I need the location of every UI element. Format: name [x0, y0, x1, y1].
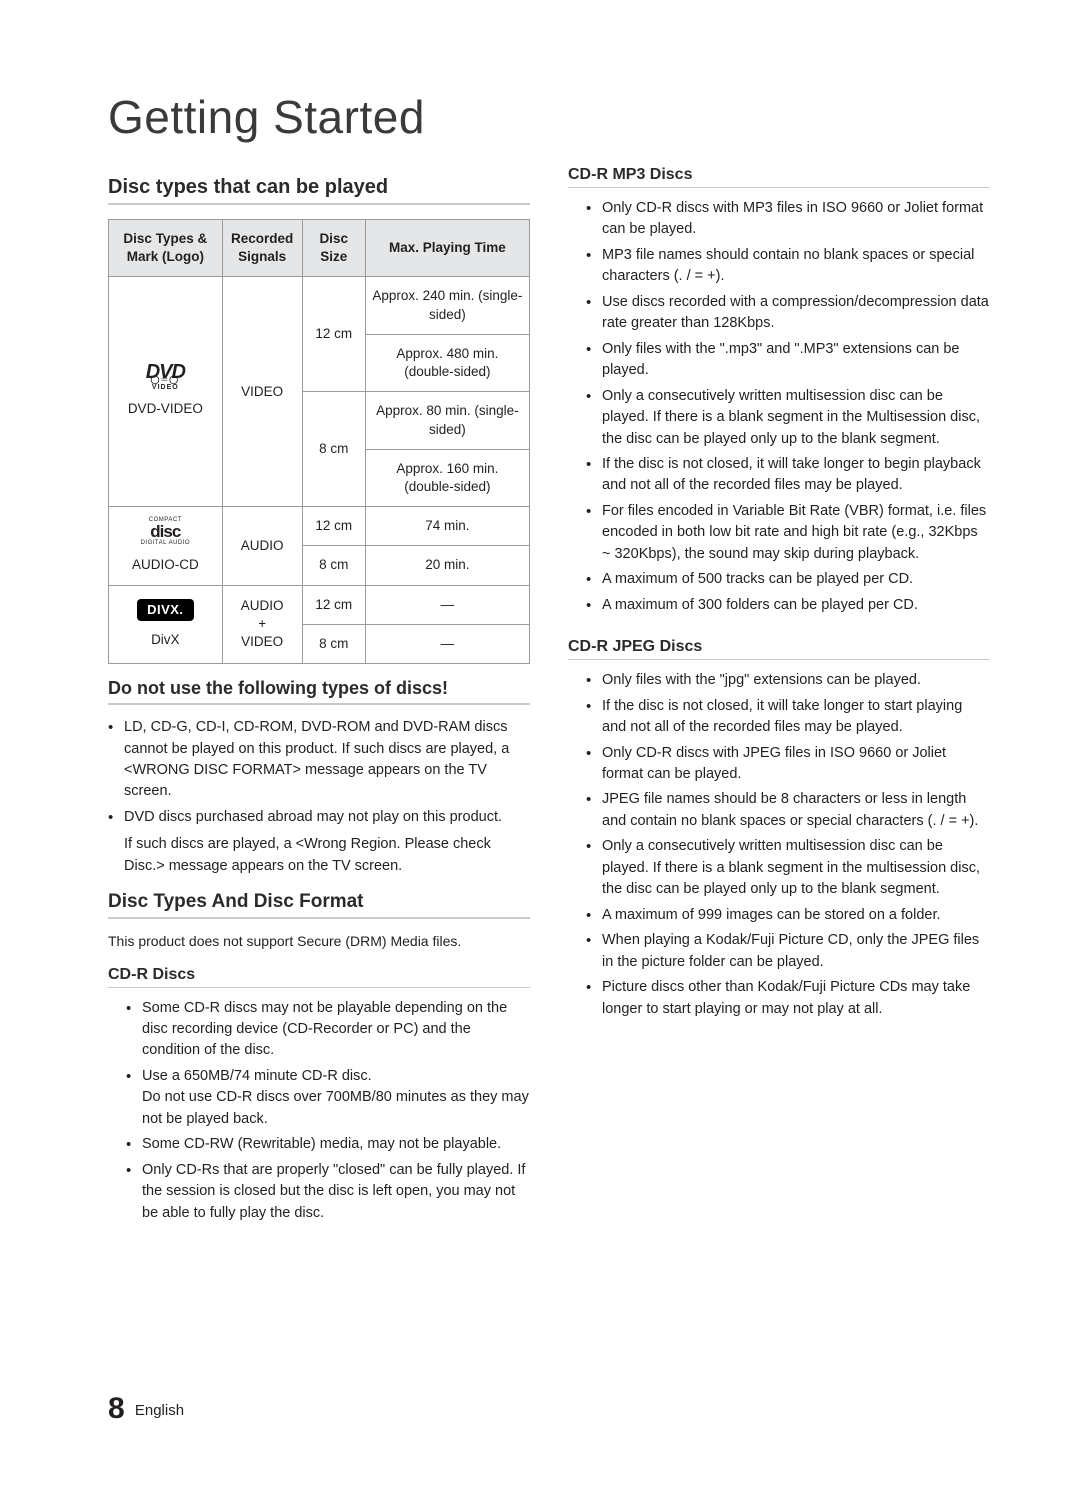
- cell-divx-time2: —: [365, 624, 529, 663]
- page-number: 8: [108, 1392, 125, 1425]
- list-item: Use discs recorded with a compression/de…: [586, 292, 990, 335]
- list-item: If the disc is not closed, it will take …: [586, 696, 990, 739]
- heading-disc-types: Disc types that can be played: [108, 176, 530, 205]
- divx-logo-icon: DIVX.: [137, 599, 193, 621]
- disc-types-table: Disc Types & Mark (Logo) Recorded Signal…: [108, 219, 530, 664]
- list-item: When playing a Kodak/Fuji Picture CD, on…: [586, 930, 990, 973]
- right-column: CD-R MP3 Discs Only CD-R discs with MP3 …: [568, 162, 990, 1232]
- list-item: Only a consecutively written multisessio…: [586, 836, 990, 900]
- list-item: A maximum of 500 tracks can be played pe…: [586, 569, 990, 590]
- list-item: JPEG file names should be 8 characters o…: [586, 789, 990, 832]
- list-item: Only CD-R discs with JPEG files in ISO 9…: [586, 743, 990, 786]
- list-item: LD, CD-G, CD-I, CD-ROM, DVD-ROM and DVD-…: [108, 717, 530, 803]
- cell-divx-size1: 12 cm: [302, 585, 365, 624]
- divx-label: DivX: [151, 631, 180, 649]
- list-item: Only CD-R discs with MP3 files in ISO 96…: [586, 198, 990, 241]
- cell-dvd-time4: Approx. 160 min. (double-sided): [365, 449, 529, 506]
- list-item: MP3 file names should contain no blank s…: [586, 245, 990, 288]
- list-item: Some CD-R discs may not be playable depe…: [126, 998, 530, 1062]
- cell-divx-time1: —: [365, 585, 529, 624]
- heading-donot: Do not use the following types of discs!: [108, 678, 530, 705]
- list-item: Some CD-RW (Rewritable) media, may not b…: [126, 1134, 530, 1155]
- th-logo: Disc Types & Mark (Logo): [109, 220, 223, 277]
- page-title: Getting Started: [108, 90, 990, 144]
- cell-dvd-logo: DVD◯═◯VIDEO DVD-VIDEO: [109, 277, 223, 507]
- list-item: For files encoded in Variable Bit Rate (…: [586, 501, 990, 565]
- cell-cd-signal: AUDIO: [222, 507, 302, 585]
- th-size: Disc Size: [302, 220, 365, 277]
- cell-dvd-size2: 8 cm: [302, 392, 365, 507]
- drm-note: This product does not support Secure (DR…: [108, 931, 530, 951]
- cell-cd-time1: 74 min.: [365, 507, 529, 546]
- heading-jpeg: CD-R JPEG Discs: [568, 638, 990, 660]
- cell-cd-size2: 8 cm: [302, 546, 365, 585]
- content-columns: Disc types that can be played Disc Types…: [108, 162, 990, 1232]
- list-item: Picture discs other than Kodak/Fuji Pict…: [586, 977, 990, 1020]
- cell-cd-time2: 20 min.: [365, 546, 529, 585]
- list-item: A maximum of 999 images can be stored on…: [586, 905, 990, 926]
- dvd-label: DVD-VIDEO: [128, 400, 203, 418]
- page-footer: 8 English: [108, 1392, 184, 1426]
- list-item: Use a 650MB/74 minute CD-R disc. Do not …: [126, 1066, 530, 1130]
- cd-label: AUDIO-CD: [132, 556, 199, 574]
- cell-divx-size2: 8 cm: [302, 624, 365, 663]
- footer-lang: English: [135, 1402, 184, 1419]
- cell-divx-logo: DIVX. DivX: [109, 585, 223, 663]
- list-item: Only CD-Rs that are properly "closed" ca…: [126, 1160, 530, 1224]
- cell-cd-size1: 12 cm: [302, 507, 365, 546]
- left-column: Disc types that can be played Disc Types…: [108, 162, 530, 1232]
- list-item: Only files with the ".mp3" and ".MP3" ex…: [586, 339, 990, 382]
- donot-list: LD, CD-G, CD-I, CD-ROM, DVD-ROM and DVD-…: [108, 717, 530, 828]
- th-signals: Recorded Signals: [222, 220, 302, 277]
- cell-dvd-signal: VIDEO: [222, 277, 302, 507]
- list-item: Only a consecutively written multisessio…: [586, 386, 990, 450]
- jpeg-list: Only files with the "jpg" extensions can…: [568, 670, 990, 1020]
- cell-cd-logo: COMPACTdiscDIGITAL AUDIO AUDIO-CD: [109, 507, 223, 585]
- donot-subline: If such discs are played, a <Wrong Regio…: [108, 834, 530, 877]
- heading-cdr: CD-R Discs: [108, 966, 530, 988]
- heading-mp3: CD-R MP3 Discs: [568, 166, 990, 188]
- compact-disc-logo-icon: COMPACTdiscDIGITAL AUDIO: [141, 517, 191, 546]
- th-time: Max. Playing Time: [365, 220, 529, 277]
- list-item: Only files with the "jpg" extensions can…: [586, 670, 990, 691]
- cell-dvd-time1: Approx. 240 min. (single-sided): [365, 277, 529, 334]
- cell-dvd-size1: 12 cm: [302, 277, 365, 392]
- list-item: DVD discs purchased abroad may not play …: [108, 807, 530, 828]
- cell-dvd-time3: Approx. 80 min. (single-sided): [365, 392, 529, 449]
- dvd-logo-icon: DVD◯═◯VIDEO: [146, 366, 185, 390]
- list-item: If the disc is not closed, it will take …: [586, 454, 990, 497]
- mp3-list: Only CD-R discs with MP3 files in ISO 96…: [568, 198, 990, 616]
- cell-divx-signal: AUDIO + VIDEO: [222, 585, 302, 663]
- cell-dvd-time2: Approx. 480 min. (double-sided): [365, 334, 529, 391]
- cdr-list: Some CD-R discs may not be playable depe…: [108, 998, 530, 1225]
- heading-format: Disc Types And Disc Format: [108, 891, 530, 919]
- list-item: A maximum of 300 folders can be played p…: [586, 595, 990, 616]
